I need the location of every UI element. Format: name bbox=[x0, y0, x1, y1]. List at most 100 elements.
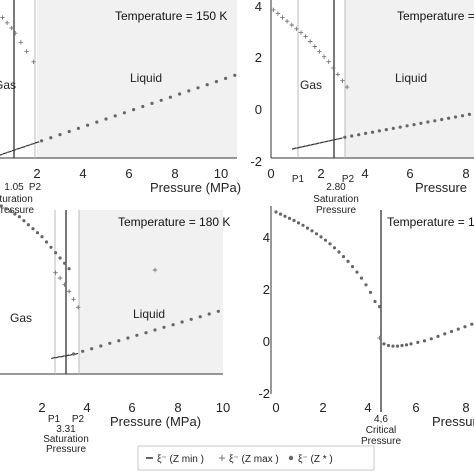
data-point-dash bbox=[291, 147, 297, 150]
data-point-dot bbox=[460, 114, 465, 118]
data-point-dot bbox=[301, 223, 305, 227]
data-point-dot bbox=[26, 223, 30, 227]
data-point-plus bbox=[289, 22, 294, 28]
x-axis-title: Pressure bbox=[415, 180, 467, 195]
region-label-gas: Gas bbox=[10, 311, 32, 325]
panel-title: Temperature = 180 K bbox=[118, 215, 230, 229]
data-point-dot bbox=[419, 121, 423, 125]
data-point-dot bbox=[287, 216, 292, 220]
data-point-plus bbox=[331, 65, 336, 71]
data-point-dot bbox=[141, 104, 145, 109]
x-tick-label: 8 bbox=[462, 400, 469, 415]
data-point-dot bbox=[337, 250, 341, 254]
data-point-dot bbox=[196, 86, 200, 90]
data-point-dot bbox=[81, 349, 85, 353]
data-point-dot bbox=[370, 130, 375, 134]
data-point-dot bbox=[400, 343, 404, 348]
data-point-dot bbox=[350, 265, 355, 269]
data-point-dot bbox=[8, 209, 12, 213]
legend-plus-marker bbox=[219, 455, 225, 461]
saturation-caption: Saturation bbox=[313, 194, 359, 205]
data-point-dot bbox=[398, 125, 402, 129]
data-point-plus bbox=[326, 59, 331, 64]
x-tick-label: 8 bbox=[171, 166, 178, 181]
y-tick-label: 4 bbox=[263, 230, 270, 245]
data-point-plus bbox=[18, 40, 24, 45]
region-label-gas: Gas bbox=[0, 78, 16, 92]
data-point-dot bbox=[350, 134, 354, 138]
data-point-dot bbox=[422, 339, 427, 343]
data-point-dot bbox=[40, 235, 44, 239]
p1-label: P1 bbox=[292, 174, 305, 185]
data-point-dot bbox=[305, 226, 310, 230]
p1-label: P1 bbox=[48, 414, 61, 425]
data-point-dot bbox=[404, 343, 409, 347]
data-point-dot bbox=[76, 126, 80, 130]
critical-caption: Pressure bbox=[361, 436, 401, 447]
x-tick-label: 10 bbox=[216, 400, 230, 415]
data-point-dot bbox=[144, 331, 148, 335]
data-point-plus bbox=[76, 305, 81, 310]
data-point-dash bbox=[324, 140, 329, 143]
data-point-dash bbox=[314, 142, 320, 145]
data-point-dot bbox=[113, 114, 117, 118]
saturation-value-label: 2.80 bbox=[326, 182, 346, 193]
data-point-dot bbox=[178, 92, 182, 96]
data-point-dot bbox=[86, 123, 90, 127]
data-point-dot bbox=[332, 246, 337, 250]
data-point-dash bbox=[64, 354, 70, 357]
p2-label: P2 bbox=[342, 174, 355, 185]
data-point-dot bbox=[323, 238, 328, 242]
x-tick-label: 8 bbox=[462, 166, 469, 181]
data-point-dot bbox=[314, 232, 319, 236]
legend-dot-marker bbox=[288, 455, 294, 461]
data-point-dot bbox=[49, 136, 53, 140]
data-point-dot bbox=[470, 322, 474, 326]
data-point-plus bbox=[66, 289, 72, 294]
data-point-dot bbox=[117, 339, 121, 343]
x-tick-label: 6 bbox=[406, 166, 413, 181]
data-point-dot bbox=[416, 340, 420, 344]
data-point-dot bbox=[189, 317, 193, 321]
region-label-gas: Gas bbox=[300, 78, 322, 92]
data-point-dash bbox=[20, 145, 26, 149]
data-point-dot bbox=[292, 218, 296, 223]
x-tick-label: 0 bbox=[267, 166, 274, 181]
data-point-plus bbox=[280, 15, 285, 20]
data-point-plus bbox=[31, 59, 36, 64]
x-tick-label: 0 bbox=[272, 400, 279, 415]
x-tick-label: 6 bbox=[412, 400, 419, 415]
data-point-dot bbox=[58, 133, 62, 137]
data-point-dot bbox=[391, 126, 395, 130]
data-point-dot bbox=[99, 344, 103, 348]
data-point-plus bbox=[340, 78, 345, 83]
data-point-plus bbox=[317, 49, 322, 54]
data-point-dot bbox=[4, 207, 8, 211]
data-point-dot bbox=[296, 221, 301, 225]
y-tick-label: 4 bbox=[255, 0, 262, 14]
data-point-plus bbox=[275, 11, 281, 16]
saturation-caption: Pressure bbox=[46, 444, 86, 455]
data-point-dot bbox=[274, 210, 278, 214]
data-point-dot bbox=[67, 129, 71, 134]
data-point-plus bbox=[0, 15, 5, 20]
data-point-dot bbox=[126, 336, 130, 340]
data-point-plus bbox=[13, 31, 18, 36]
data-point-dot bbox=[135, 333, 139, 337]
data-point-dot bbox=[377, 129, 381, 133]
data-point-plus bbox=[9, 25, 14, 31]
p2-label: P2 bbox=[72, 414, 85, 425]
data-point-dot bbox=[368, 290, 373, 294]
data-point-dot bbox=[405, 124, 409, 128]
saturation-caption: Pressure bbox=[0, 205, 34, 216]
saturation-value-label: 1.05 bbox=[4, 182, 24, 193]
liquid-region-shade bbox=[79, 210, 223, 374]
data-point-plus bbox=[321, 54, 327, 59]
critical-value-label: 4,6 bbox=[374, 414, 388, 425]
data-point-plus bbox=[152, 267, 158, 273]
data-point-plus bbox=[62, 282, 67, 287]
x-axis-title: Pressure bbox=[432, 414, 474, 429]
panel-150k: Temperature = 150 K Gas Liquid 2 4 6 8 1… bbox=[0, 0, 241, 216]
x-tick-label: 10 bbox=[214, 166, 228, 181]
data-point-dot bbox=[162, 325, 166, 329]
